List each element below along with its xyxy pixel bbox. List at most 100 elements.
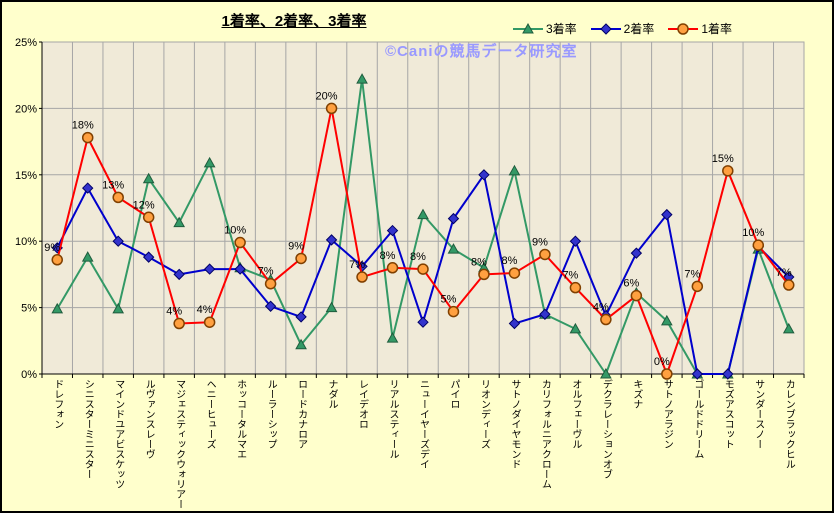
point-label: 9% xyxy=(532,236,548,248)
point-label: 8% xyxy=(501,255,517,267)
point-label: 7% xyxy=(562,270,578,282)
point-label: 10% xyxy=(224,225,246,237)
legend-marker xyxy=(677,22,690,35)
data-point-1着率 xyxy=(203,316,216,328)
y-axis-label: 5% xyxy=(21,303,37,315)
point-label: 15% xyxy=(712,153,734,165)
data-point-1着率 xyxy=(691,280,704,293)
point-label: 7% xyxy=(258,266,274,278)
data-point-2着率 xyxy=(203,263,216,275)
data-point-1着率 xyxy=(600,313,612,326)
data-point-1着率 xyxy=(661,368,673,380)
point-label: 20% xyxy=(316,90,338,102)
data-point-1着率 xyxy=(356,271,368,283)
point-label: 18% xyxy=(72,120,94,132)
data-point-1着率 xyxy=(51,254,63,266)
data-point-1着率 xyxy=(81,131,94,144)
data-point-1着率 xyxy=(325,102,338,115)
data-point-2着率 xyxy=(295,311,307,323)
data-point-3着率 xyxy=(447,243,460,254)
data-point-2着率 xyxy=(234,263,246,275)
point-label: 0% xyxy=(654,356,670,368)
data-point-1着率 xyxy=(142,211,155,224)
point-label: 5% xyxy=(441,294,457,306)
data-point-1着率 xyxy=(508,267,521,279)
legend-item-3着率: 3着率 xyxy=(512,20,577,37)
data-point-3着率 xyxy=(508,164,521,176)
data-point-2着率 xyxy=(661,208,673,221)
point-label: 9% xyxy=(288,240,304,252)
data-point-2着率 xyxy=(112,235,124,247)
point-label: 7% xyxy=(684,268,700,280)
data-point-2着率 xyxy=(539,308,551,320)
data-point-2着率 xyxy=(630,247,643,259)
watermark: ©Caniの競馬データ研究室 xyxy=(385,43,578,60)
data-point-3着率 xyxy=(325,301,338,313)
point-label: 9% xyxy=(44,242,60,254)
data-point-1着率 xyxy=(447,305,460,318)
point-label: 8% xyxy=(410,251,426,263)
legend: 3着率 2着率 1着率 xyxy=(512,20,732,37)
data-point-3着率 xyxy=(569,322,582,334)
circle-marker-icon xyxy=(668,22,699,35)
data-point-1着率 xyxy=(173,317,185,330)
data-point-3着率 xyxy=(142,172,155,184)
data-point-3着率 xyxy=(203,156,216,168)
triangle-marker-icon xyxy=(512,22,543,33)
point-label: 7% xyxy=(776,267,792,279)
point-label: 4% xyxy=(197,304,213,316)
data-point-3着率 xyxy=(51,302,64,314)
legend-label: 2着率 xyxy=(623,22,655,36)
legend-item-1着率: 1着率 xyxy=(668,20,732,37)
y-axis-label: 0% xyxy=(21,369,37,381)
data-point-1着率 xyxy=(234,236,246,249)
data-point-2着率 xyxy=(82,182,94,194)
data-point-1着率 xyxy=(722,165,734,177)
data-point-2着率 xyxy=(264,300,277,312)
data-point-2着率 xyxy=(722,368,734,380)
y-axis-label: 20% xyxy=(15,103,37,115)
y-axis-label: 15% xyxy=(15,170,37,182)
legend-label: 3着率 xyxy=(545,22,577,36)
data-point-2着率 xyxy=(447,212,460,225)
point-label: 10% xyxy=(742,227,764,239)
data-point-3着率 xyxy=(173,216,186,228)
data-point-1着率 xyxy=(569,281,582,294)
diamond-marker-icon xyxy=(590,22,621,35)
data-point-3着率 xyxy=(600,367,612,379)
data-point-1着率 xyxy=(112,191,124,204)
point-label: 8% xyxy=(380,250,396,262)
point-label: 6% xyxy=(623,278,639,290)
data-point-1着率 xyxy=(630,289,643,302)
data-point-2着率 xyxy=(417,316,429,328)
legend-marker xyxy=(599,22,612,35)
data-point-3着率 xyxy=(295,338,307,350)
data-point-1着率 xyxy=(386,262,399,274)
data-point-2着率 xyxy=(478,169,490,181)
data-point-2着率 xyxy=(386,224,399,237)
data-point-2着率 xyxy=(142,251,155,263)
data-point-2着率 xyxy=(691,368,704,380)
data-point-3着率 xyxy=(417,208,429,220)
data-point-2着率 xyxy=(173,268,185,281)
point-label: 7% xyxy=(349,259,365,271)
point-label: 13% xyxy=(102,179,124,191)
point-label: 8% xyxy=(471,256,487,268)
data-point-1着率 xyxy=(539,248,551,261)
legend-marker xyxy=(522,22,534,33)
data-point-1着率 xyxy=(417,263,429,275)
point-label: 4% xyxy=(166,306,182,318)
chart-title: 1着率、2着率、3着率 xyxy=(221,13,367,30)
point-label: 12% xyxy=(133,199,155,211)
data-point-3着率 xyxy=(112,302,125,314)
legend-label: 1着率 xyxy=(701,22,732,36)
data-point-3着率 xyxy=(660,314,673,326)
data-point-2着率 xyxy=(569,235,582,247)
data-point-1着率 xyxy=(264,277,277,290)
data-point-1着率 xyxy=(295,252,307,265)
data-point-3着率 xyxy=(356,73,368,84)
y-axis-label: 10% xyxy=(15,236,37,248)
data-point-3着率 xyxy=(782,322,795,334)
data-point-3着率 xyxy=(386,332,399,343)
